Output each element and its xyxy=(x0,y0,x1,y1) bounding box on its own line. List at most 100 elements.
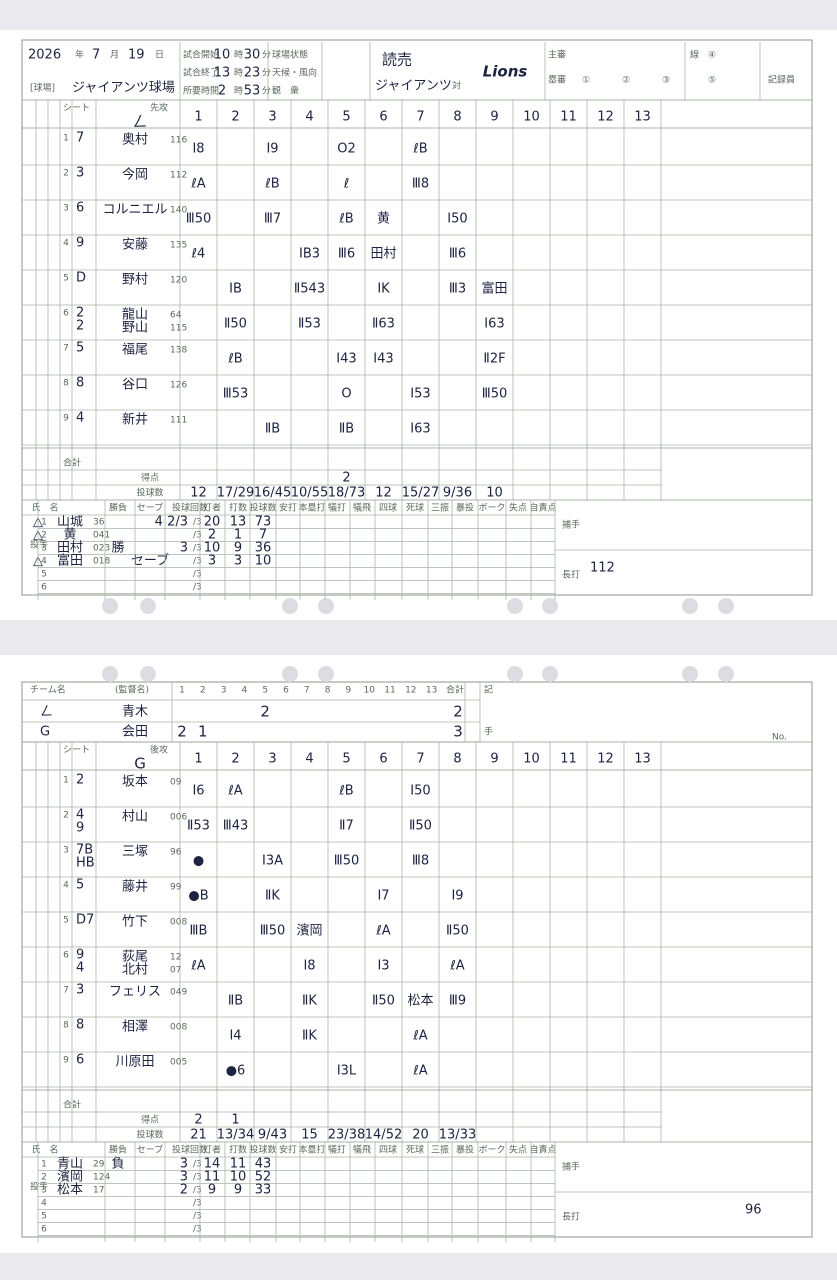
label: ℓA xyxy=(227,784,242,799)
label: /3 xyxy=(193,1199,202,1209)
label: 1 xyxy=(234,528,242,543)
label: 11 xyxy=(384,686,395,696)
label: 四球 xyxy=(379,1144,397,1156)
label: 99 xyxy=(170,883,182,893)
label: 11 xyxy=(560,752,577,767)
hole xyxy=(507,598,523,614)
label: 9 xyxy=(63,1056,69,1066)
label: 6 xyxy=(379,752,387,767)
label: Ⅰ43 xyxy=(373,352,393,367)
label: 43 xyxy=(255,1157,272,1172)
label: 6 xyxy=(379,110,387,125)
label: 荻尾 xyxy=(122,950,148,965)
label: 3 xyxy=(180,1170,188,1185)
label: 5 xyxy=(262,686,268,696)
label: 112 xyxy=(590,561,615,576)
label: 9 xyxy=(234,1183,242,1198)
label: ボーク xyxy=(478,1145,505,1156)
label: Ⅰ6 xyxy=(192,784,204,799)
label: 10 xyxy=(214,48,231,63)
sheet-page xyxy=(0,655,837,1253)
label: ジャイアンツ xyxy=(375,79,452,94)
label: 濱岡 xyxy=(296,924,322,939)
label: [球場] xyxy=(30,82,55,94)
hole xyxy=(542,598,558,614)
label: 捕手 xyxy=(562,519,580,531)
label: 2 xyxy=(76,319,84,334)
label: 6 xyxy=(41,1225,47,1235)
label: 23 xyxy=(244,66,261,81)
label: Ⅱ53 xyxy=(298,317,321,332)
label: 2 xyxy=(76,306,84,321)
label: ℓA xyxy=(190,959,205,974)
label: /3 xyxy=(193,570,202,580)
hole xyxy=(542,666,558,682)
label: 川原田 xyxy=(115,1055,154,1070)
label: 53 xyxy=(244,84,261,99)
label: D7 xyxy=(76,913,94,928)
label: 試合開始 xyxy=(183,49,219,61)
label: ⅡB xyxy=(339,422,354,437)
label: 3 xyxy=(268,110,276,125)
frame xyxy=(21,681,813,1238)
label: Ⅲ50 xyxy=(482,387,508,402)
label: 3 xyxy=(63,846,69,856)
label: 松本 xyxy=(57,1183,83,1198)
label: 投球数 xyxy=(136,487,163,499)
label: ⅡB xyxy=(228,994,243,1009)
label: 3 xyxy=(453,723,463,741)
label: 2 xyxy=(41,531,47,541)
label: 008 xyxy=(170,918,187,928)
label: 12 xyxy=(597,110,614,125)
label: 対 xyxy=(452,80,461,92)
label: Ⅰ43 xyxy=(336,352,356,367)
label: Ⅱ63 xyxy=(372,317,395,332)
label: Ⅲ53 xyxy=(223,387,249,402)
label: 124 xyxy=(93,1173,110,1183)
label: 126 xyxy=(170,381,187,391)
label: 投球数 xyxy=(249,502,276,514)
label: 3 xyxy=(208,554,216,569)
label: 分 xyxy=(262,68,271,79)
label: 2 xyxy=(177,723,187,741)
label: 17/29 xyxy=(217,486,254,501)
label: 20 xyxy=(412,1128,429,1143)
label: 犠飛 xyxy=(353,502,371,514)
label: 36 xyxy=(255,541,272,556)
label: 2 xyxy=(231,110,239,125)
label: 犠打 xyxy=(328,1144,346,1156)
label: 8 xyxy=(63,1021,69,1031)
label: 2 xyxy=(260,703,270,721)
label: 7 xyxy=(259,528,267,543)
label: 1 xyxy=(198,723,208,741)
label: 死球 xyxy=(406,502,424,514)
hole xyxy=(282,598,298,614)
label: ⅡK xyxy=(302,994,317,1009)
label: 1 xyxy=(194,752,202,767)
frame xyxy=(21,39,813,596)
label: ℓB xyxy=(338,784,353,799)
hole xyxy=(282,666,298,682)
label: 分 xyxy=(262,50,271,61)
label: 3 xyxy=(234,554,242,569)
label: 本塁打 xyxy=(298,502,325,514)
hole xyxy=(318,598,334,614)
label: /3 xyxy=(193,583,202,593)
label: 5 xyxy=(76,878,84,893)
label: Ⅰ3A xyxy=(262,854,283,869)
label: 2 xyxy=(200,686,206,696)
label: 10 xyxy=(486,486,503,501)
label: ℓA xyxy=(190,177,205,192)
label: 7 xyxy=(76,131,84,146)
label: O xyxy=(341,387,351,402)
label: Ⅱ7 xyxy=(339,819,354,834)
label: Ⅰ50 xyxy=(410,784,430,799)
label: シート xyxy=(63,746,90,756)
label: 勝負 xyxy=(109,1144,127,1156)
label: 12 xyxy=(375,486,392,501)
label: 4 xyxy=(63,881,69,891)
label: ジャイアンツ球場 xyxy=(72,81,175,96)
label: 三塚 xyxy=(122,845,148,860)
label: Ⅰ8 xyxy=(192,142,204,157)
